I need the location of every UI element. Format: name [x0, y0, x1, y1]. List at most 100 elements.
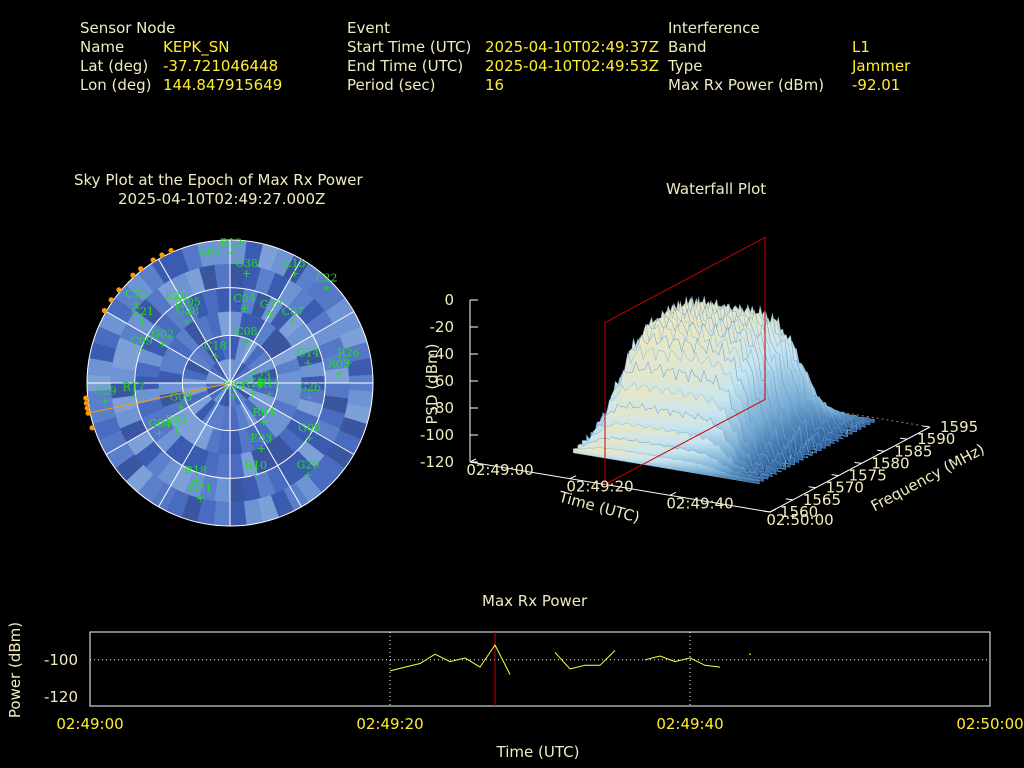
power-chart-frame: [89, 631, 991, 707]
satellite-marker: +: [101, 395, 110, 408]
skyplot-cell: [213, 240, 230, 265]
waterfall-z-tick-label: -60: [430, 372, 455, 390]
skyplot-cell: [230, 406, 240, 431]
skyplot-cell: [277, 458, 303, 487]
skyplot-cell: [157, 458, 183, 487]
skyplot-cell: [230, 376, 254, 383]
skyplot-cell: [244, 344, 266, 368]
skyplot-cell: [175, 413, 200, 438]
skyplot-cell: [230, 383, 237, 407]
skyplot-cell: [87, 358, 113, 377]
power-chart-x-tick-label: 02:49:20: [356, 715, 423, 733]
skyplot-azimuth-spoke: [158, 258, 231, 384]
skyplot-heatmap: [87, 240, 373, 526]
skyplot-cell: [194, 344, 216, 368]
skyplot-cell: [188, 447, 209, 475]
skyplot-cell: [270, 489, 295, 518]
skyplot-cell: [271, 347, 298, 367]
skyplot-cell: [137, 348, 164, 368]
satellite-marker: +: [155, 427, 164, 440]
waterfall-frequency-tick: [785, 498, 793, 501]
skyplot-cell: [126, 310, 155, 336]
skyplot-azimuth-spoke: [229, 258, 302, 384]
power-chart-point: [749, 653, 751, 655]
skyplot-cell: [188, 291, 209, 319]
satellite-C32: +C32: [125, 287, 147, 310]
skyplot-cell: [217, 311, 230, 337]
satellite-label: R26: [337, 346, 359, 359]
skyplot-cell: [184, 321, 207, 347]
satellite-marker: +: [290, 267, 299, 280]
power-chart-xlabel: Time (UTC): [496, 743, 580, 761]
skyplot-cell: [145, 450, 172, 478]
skyplot-cell: [145, 288, 172, 316]
satellite-label: R13: [220, 237, 242, 250]
skyplot-cell: [247, 394, 272, 415]
skyplot-cell: [230, 362, 247, 383]
satellite-E22: +E22: [315, 272, 337, 295]
satellite-marker: +: [303, 356, 312, 369]
waterfall-time-marker: [604, 236, 766, 486]
event-period-label: Period (sec): [347, 76, 436, 94]
satellite-C09: +C09: [130, 334, 152, 357]
satellite-marker: +: [288, 315, 297, 328]
skyplot-cell: [322, 352, 349, 371]
satellite-marker: +: [344, 356, 353, 369]
waterfall-title: Waterfall Plot: [666, 180, 767, 198]
satellite-label: G31: [189, 482, 212, 495]
waterfall-frequency-tick-label: 1585: [894, 442, 932, 460]
skyplot-cell: [106, 297, 135, 324]
skyplot-cell: [324, 367, 350, 383]
skyplot-cell: [110, 367, 136, 383]
skyplot-cell: [165, 489, 190, 518]
skyplot-cell: [181, 494, 203, 523]
skyplot-cell: [291, 335, 319, 357]
satellite-marker: +: [158, 337, 167, 350]
skyplot-cell: [244, 398, 266, 422]
skyplot-cell: [230, 263, 246, 289]
waterfall-time-tick-label: 02:49:40: [666, 494, 733, 512]
skyplot-cell: [197, 240, 217, 268]
skyplot-cell: [297, 441, 325, 468]
skyplot-cell: [285, 323, 313, 348]
satellite-label: G14: [297, 346, 320, 359]
satellite-C23: +C23: [248, 369, 270, 392]
waterfall-frequency-tick-label: 1560: [780, 503, 818, 521]
skyplot-cell: [134, 361, 161, 378]
skyplot-cell: [257, 243, 279, 272]
skyplot-cell: [184, 419, 207, 445]
satellite-C03: +C03: [222, 380, 244, 403]
skyplot-cell: [210, 404, 226, 430]
skyplot-cell: [209, 366, 230, 383]
skyplot-cell: [276, 370, 302, 383]
skyplot-jammer-point: [168, 247, 174, 254]
skyplot-cell: [159, 391, 186, 408]
satellite-label: R10: [245, 459, 267, 472]
skyplot-cell: [253, 321, 276, 347]
skyplot-cell: [296, 398, 323, 418]
skyplot-cell: [230, 335, 240, 360]
skyplot-cell: [223, 359, 230, 383]
skyplot-cell: [266, 337, 292, 360]
satellite-marker: +: [205, 255, 214, 268]
satellite-R04: +R04: [253, 406, 275, 429]
skyplot-cell: [234, 404, 250, 430]
interference-band-label: Band: [668, 38, 707, 56]
skyplot-cell: [254, 471, 276, 499]
skyplot-cell: [106, 442, 135, 469]
skyplot-cell: [141, 335, 169, 357]
satellite-marker: +: [305, 391, 314, 404]
skyplot-cell: [194, 398, 216, 422]
skyplot-cell: [234, 336, 250, 362]
skyplot-cell: [230, 366, 251, 383]
skyplot-jammer-point: [116, 287, 122, 293]
skyplot-cell: [141, 409, 169, 431]
skyplot-cell: [291, 409, 319, 431]
satellite-label: R04: [253, 406, 275, 419]
skyplot-cell: [238, 312, 255, 339]
satellite-R26: +R26: [337, 346, 359, 369]
power-chart: 02:49:00 02:49:20 02:49:40 02:50:00 -100 -120…: [6, 622, 1024, 761]
event-start-label: Start Time (UTC): [347, 38, 472, 56]
power-chart-x-tick-label: 02:50:00: [956, 715, 1023, 733]
satellite-label: R17: [122, 381, 144, 394]
